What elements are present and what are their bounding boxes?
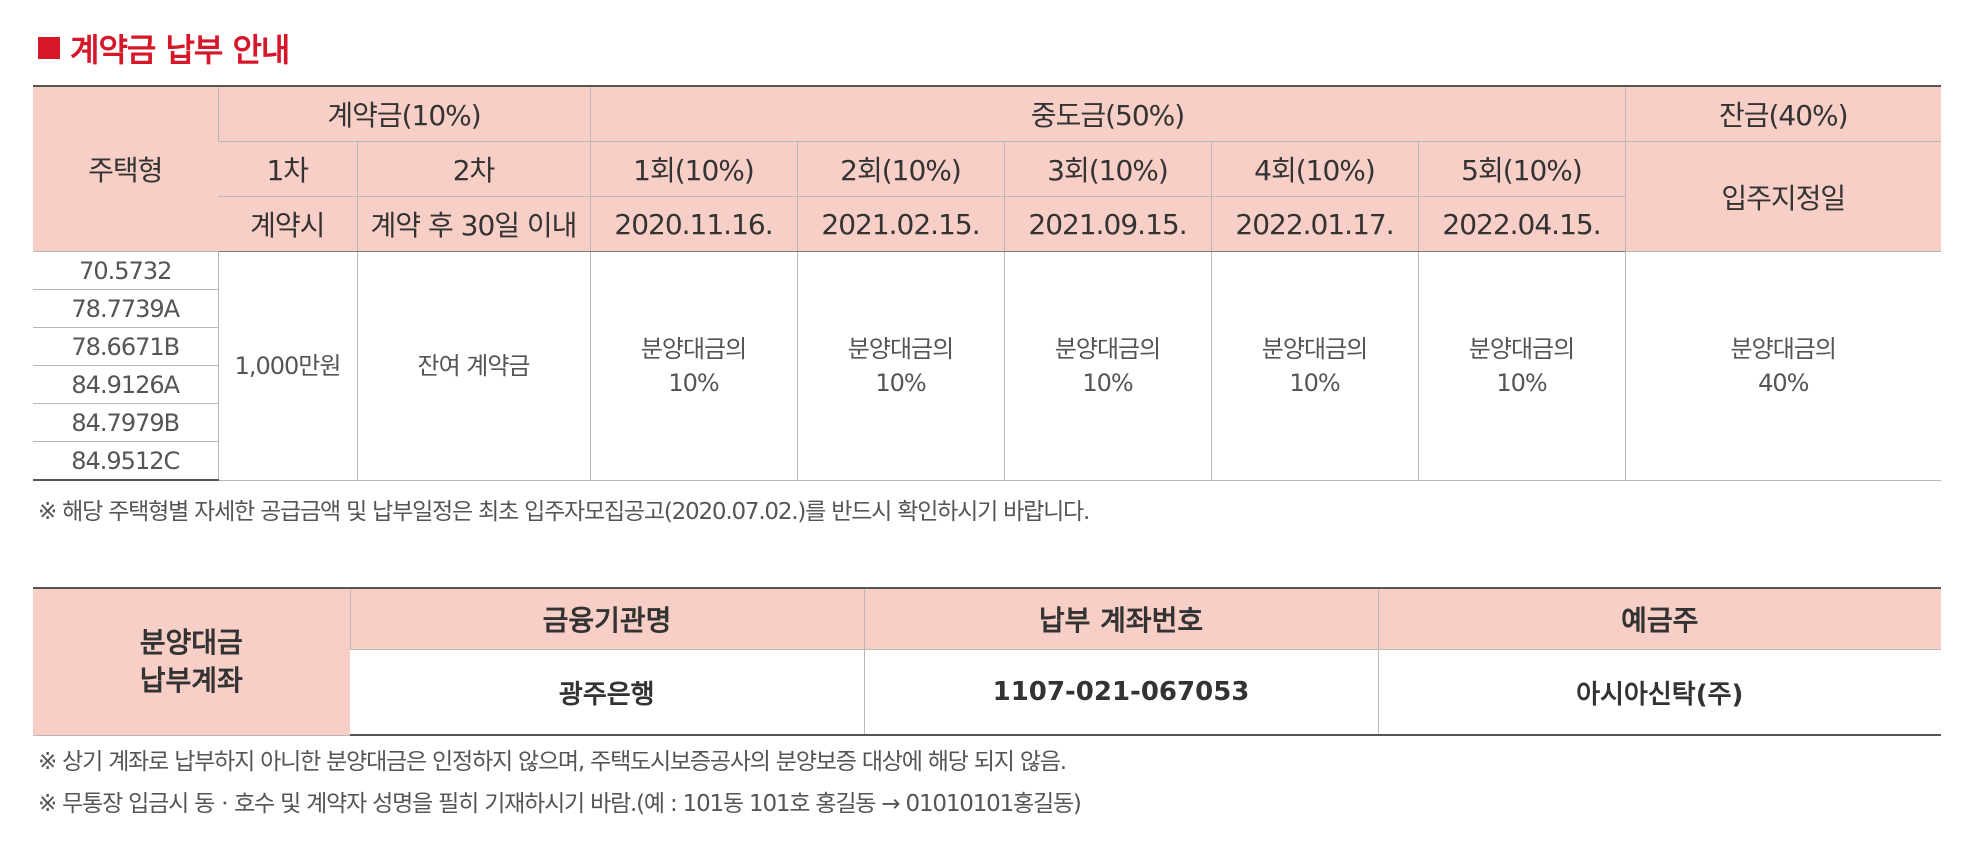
installment-amount: 분양대금의 10% [1003, 251, 1211, 481]
balance-due-date: 입주지정일 [1624, 141, 1941, 252]
account-table: 분양대금 납부계좌 금융기관명 납부 계좌번호 예금주 광주은행 1107-021… [33, 587, 1941, 736]
housing-type: 78.7739A [33, 289, 218, 328]
deposit-1st-timing: 계약시 [218, 196, 357, 252]
housing-type: 70.5732 [33, 251, 218, 290]
installment-label: 5회(10%) [1417, 141, 1625, 197]
housing-type: 84.9512C [33, 441, 218, 481]
installment-label: 2회(10%) [796, 141, 1004, 197]
deposit-1st-header: 1차 [218, 141, 357, 197]
section-title: 계약금 납부 안내 [70, 31, 290, 69]
installment-amount: 분양대금의 10% [1417, 251, 1625, 481]
housing-type: 78.6671B [33, 327, 218, 366]
account-note: ※ 상기 계좌로 납부하지 아니한 분양대금은 인정하지 않으며, 주택도시보증… [38, 749, 1067, 775]
account-holder: 아시아신탁(주) [1377, 649, 1941, 736]
installment-date: 2021.02.15. [796, 196, 1004, 252]
red-square-icon [38, 37, 60, 59]
bank-header: 금융기관명 [349, 587, 864, 650]
installment-date: 2022.01.17. [1210, 196, 1418, 252]
payment-schedule-table: 주택형 계약금(10%) 중도금(50%) 잔금(40%) 1차 2차 1회(1… [33, 85, 1941, 481]
section-header: 계약금 납부 안내 [38, 26, 290, 70]
installment-date: 2020.11.16. [589, 196, 797, 252]
account-number-header: 납부 계좌번호 [863, 587, 1378, 650]
schedule-note: ※ 해당 주택형별 자세한 공급금액 및 납부일정은 최초 입주자모집공고(20… [38, 499, 1090, 525]
deposit-note: ※ 무통장 입금시 동ㆍ호수 및 계약자 성명을 필히 기재하시기 바람.(예 … [38, 791, 1082, 817]
deposit-2nd-header: 2차 [356, 141, 590, 197]
installment-label: 4회(10%) [1210, 141, 1418, 197]
housing-type-header: 주택형 [33, 85, 218, 252]
installment-label: 1회(10%) [589, 141, 797, 197]
deposit-2nd-timing: 계약 후 30일 이내 [356, 196, 590, 252]
housing-type: 84.7979B [33, 403, 218, 442]
installment-amount: 분양대금의 10% [796, 251, 1004, 481]
installment-label: 3회(10%) [1003, 141, 1211, 197]
deposit-header: 계약금(10%) [217, 85, 590, 142]
middle-payment-header: 중도금(50%) [589, 85, 1625, 142]
installment-amount: 분양대금의 10% [589, 251, 797, 481]
deposit-2nd-amount: 잔여 계약금 [356, 251, 590, 481]
bank-name: 광주은행 [350, 649, 864, 736]
holder-header: 예금주 [1377, 587, 1941, 650]
housing-type: 84.9126A [33, 365, 218, 404]
balance-header: 잔금(40%) [1624, 85, 1941, 142]
installment-date: 2021.09.15. [1003, 196, 1211, 252]
installment-amount: 분양대금의 10% [1210, 251, 1418, 481]
installment-date: 2022.04.15. [1417, 196, 1625, 252]
balance-amount: 분양대금의 40% [1624, 251, 1941, 481]
account-side-label: 분양대금 납부계좌 [33, 587, 350, 736]
deposit-1st-amount: 1,000만원 [217, 251, 357, 481]
account-number: 1107-021-067053 [863, 649, 1378, 736]
